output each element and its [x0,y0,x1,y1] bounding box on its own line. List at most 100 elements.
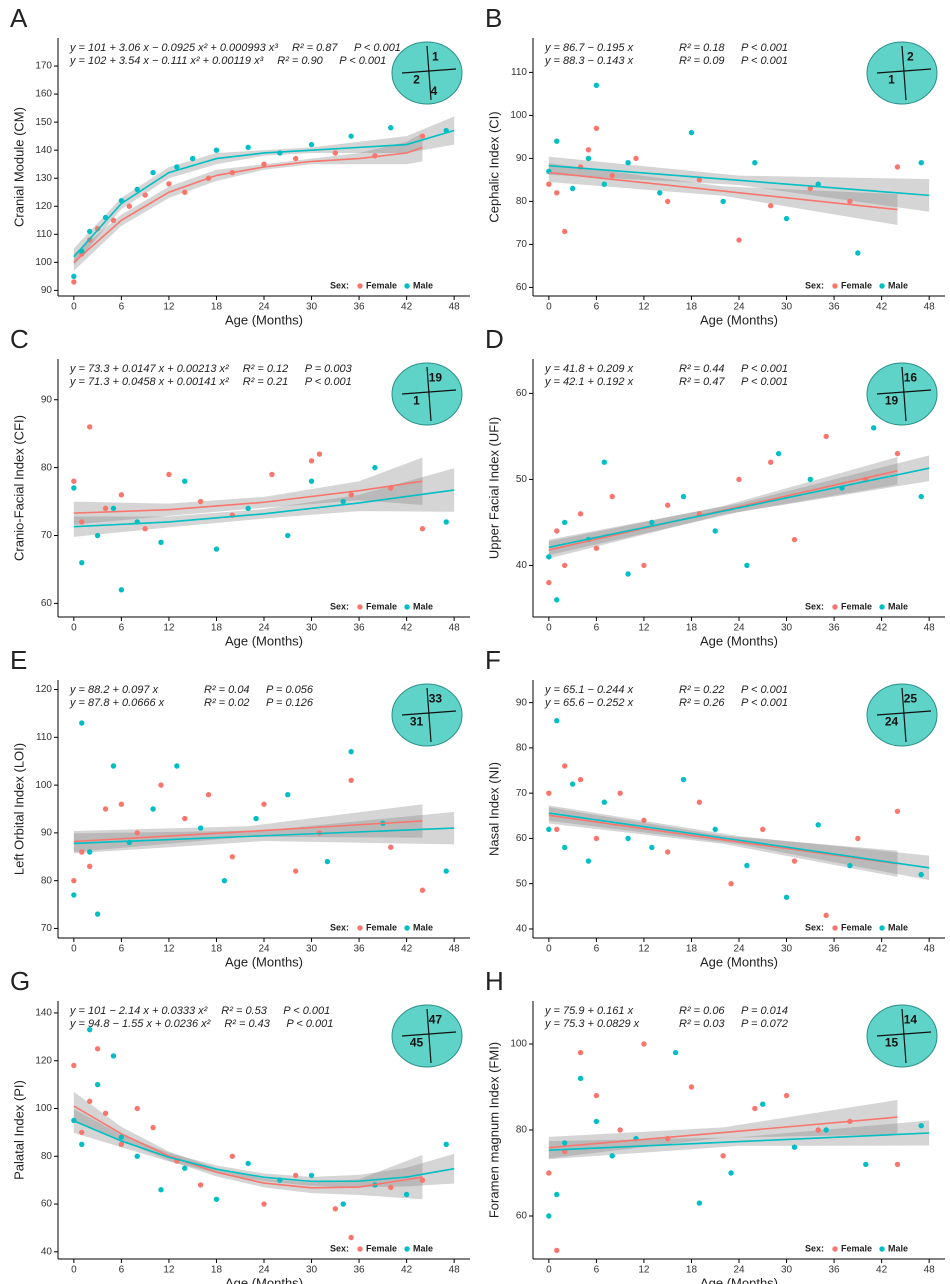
data-point [554,1247,560,1254]
fit-line [73,1105,423,1189]
data-point [443,1141,449,1148]
data-point [561,844,568,851]
data-point [609,1153,615,1159]
equation: y = 75.9 + 0.161 x [544,1005,634,1017]
x-tick-label: 6 [594,944,600,955]
x-tick-label: 18 [211,944,223,955]
data-point [71,273,77,280]
data-point [546,181,552,187]
inset-line [901,1008,907,1064]
y-tick-label: 70 [516,788,528,799]
inset-label: 14 [904,1013,918,1027]
data-point [664,198,671,205]
data-point [245,1160,251,1167]
legend-marker [404,925,410,931]
data-point [71,485,77,491]
data-point [277,150,283,156]
equation: y = 86.7 − 0.195 x [544,42,634,54]
x-axis-label: Age (Months) [225,954,303,969]
data-point [894,450,901,457]
x-tick-label: 0 [546,623,552,634]
p-value: P < 0.001 [741,376,788,388]
data-point [546,554,552,560]
inset-label: 2 [907,50,914,64]
data-point [807,476,814,483]
data-point [182,189,188,195]
x-tick-label: 0 [71,944,77,955]
data-point [863,1161,869,1168]
legend-marker [357,283,363,289]
data-point [102,1110,109,1116]
data-point [855,835,861,842]
fit-line [73,489,455,528]
data-point [110,1053,117,1059]
legend-marker [879,925,885,931]
data-point [253,815,259,822]
data-point [221,877,228,884]
y-tick-label: 60 [41,1199,53,1210]
data-point [79,1129,85,1136]
confidence-band [73,1091,423,1200]
legend-label: Male [888,601,908,611]
x-tick-label: 30 [306,1265,318,1276]
equation: y = 87.8 + 0.0666 x [69,697,165,709]
legend-title: Sex: [805,922,824,932]
inset-line [901,366,907,422]
y-tick-label: 80 [516,196,528,207]
y-tick-label: 110 [36,229,52,240]
data-point [150,806,156,812]
inset-line [426,366,432,422]
data-point [158,782,164,788]
data-point [847,198,853,205]
legend-marker [404,1246,410,1252]
inset-image: 33 31 [391,683,463,747]
data-point [918,493,924,500]
fit-line [73,129,455,258]
panel-letter: C [10,324,29,354]
data-point [728,880,734,887]
inset-skull [866,41,938,105]
data-point [625,835,631,842]
legend-label: Female [841,922,872,932]
r-squared: R² = 0.90 [277,55,323,67]
data-point [736,476,742,483]
data-point [688,1084,695,1090]
x-tick-label: 42 [401,1265,413,1276]
panel: C 60 70 80 90 0 6 12 18 24 30 36 42 48 Age (Months) Cra… [10,324,470,648]
p-value: P < 0.001 [339,55,386,67]
y-tick-label: 50 [516,474,528,485]
confidence-band [548,457,898,559]
data-point [197,498,204,505]
x-tick-label: 12 [163,1265,175,1276]
x-tick-label: 24 [733,944,745,955]
legend-label: Female [366,280,397,290]
data-point [261,801,267,807]
data-point [134,1105,140,1112]
data-point [150,169,156,176]
x-tick-label: 12 [163,302,175,313]
confidence-band [73,468,455,537]
data-point [419,1177,426,1183]
legend-marker [357,1246,363,1252]
legend-marker [404,283,410,289]
data-point [213,1196,220,1202]
legend-label: Male [413,280,433,290]
y-tick-label: 60 [516,1211,528,1222]
data-point [546,790,552,796]
x-tick-label: 48 [924,1265,936,1276]
y-axis-label: Foramen magnum Index (FMI) [486,1042,501,1218]
x-tick-label: 0 [546,1265,552,1276]
data-point [197,1182,204,1188]
confidence-band [548,455,930,556]
data-point [419,133,426,139]
panel-letter: H [485,966,504,996]
x-tick-label: 18 [686,623,698,634]
legend-label: Female [841,1243,872,1253]
data-point [166,181,172,187]
inset-label: 25 [904,692,918,706]
fit-line [548,171,898,211]
data-point [348,1234,354,1241]
data-point [332,150,339,156]
y-tick-label: 100 [510,1039,527,1050]
data-point [585,858,592,864]
